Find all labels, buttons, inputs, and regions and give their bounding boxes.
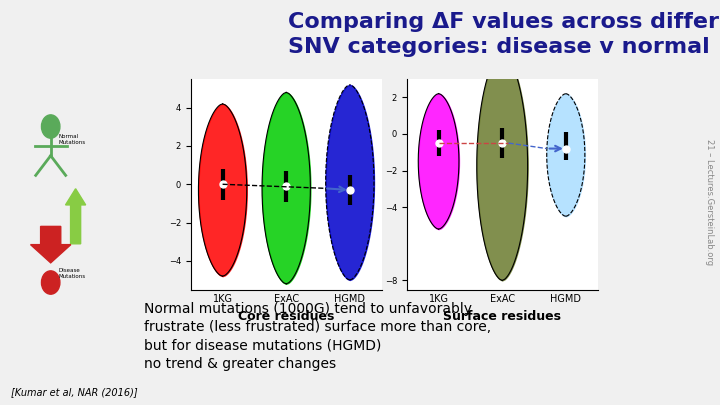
Circle shape — [42, 271, 60, 294]
Text: 21 – Lectures.GersteinLab.org: 21 – Lectures.GersteinLab.org — [706, 139, 714, 266]
X-axis label: Surface residues: Surface residues — [444, 310, 561, 323]
FancyArrow shape — [66, 189, 86, 244]
Text: [Kumar et al, NAR (2016)]: [Kumar et al, NAR (2016)] — [11, 387, 138, 397]
Text: Disease
Mutations: Disease Mutations — [59, 268, 86, 279]
FancyArrow shape — [30, 226, 71, 263]
X-axis label: Core residues: Core residues — [238, 310, 334, 323]
Text: Normal
Mutations: Normal Mutations — [59, 134, 86, 145]
Text: Comparing ΔF values across different
SNV categories: disease v normal: Comparing ΔF values across different SNV… — [288, 12, 720, 57]
Circle shape — [42, 115, 60, 138]
Text: Normal mutations (1000G) tend to unfavorably
frustrate (less frustrated) surface: Normal mutations (1000G) tend to unfavor… — [144, 302, 491, 371]
